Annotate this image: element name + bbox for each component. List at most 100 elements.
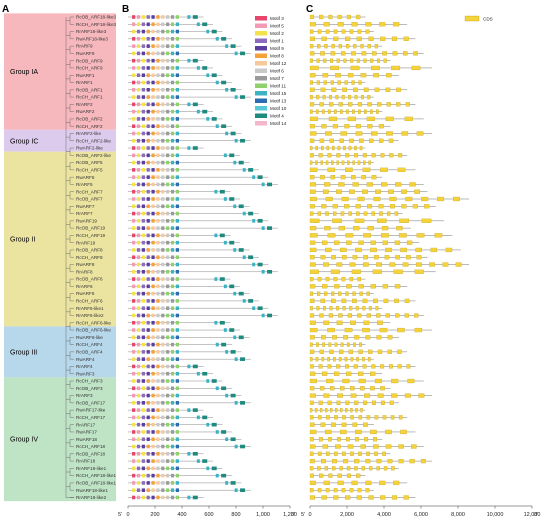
cds-exon xyxy=(389,400,394,405)
cds-exon xyxy=(320,255,326,260)
motif-box xyxy=(151,401,155,405)
cds-exon xyxy=(357,29,362,34)
cds-exon xyxy=(362,298,368,304)
axis-b-left-end: 5' xyxy=(118,512,122,518)
cds-exon xyxy=(309,29,314,34)
motif-box xyxy=(233,291,237,296)
motif-box xyxy=(166,255,170,260)
cds-exon xyxy=(400,429,407,435)
motif-box xyxy=(206,466,210,471)
cds-exon xyxy=(341,196,349,202)
motif-box xyxy=(161,153,165,158)
motif-box xyxy=(136,146,141,150)
motif-box xyxy=(215,124,219,128)
motif-box xyxy=(206,422,210,427)
motif-box xyxy=(170,408,175,412)
cds-exon xyxy=(356,36,362,41)
cds-exon xyxy=(334,415,338,420)
cds-exon xyxy=(340,131,348,136)
motif-box xyxy=(175,197,179,201)
motif-box xyxy=(151,160,155,165)
cds-exon xyxy=(320,160,323,165)
motif-box xyxy=(151,211,155,216)
motif-box xyxy=(161,415,165,420)
cds-exon xyxy=(350,408,353,413)
motif-box xyxy=(141,401,145,405)
motif-box xyxy=(132,226,136,230)
motif-box xyxy=(136,197,141,201)
cds-exon xyxy=(361,466,366,471)
motif-box xyxy=(146,175,150,179)
motif-box xyxy=(170,284,175,289)
motif-box xyxy=(156,124,160,128)
cds-exon xyxy=(434,233,443,238)
axis-b-tick-label: 1,000 xyxy=(256,512,270,518)
motif-box xyxy=(240,95,246,99)
motif-box xyxy=(156,466,160,471)
cds-exon xyxy=(328,116,338,122)
gene-label: RrARF18-like3 xyxy=(76,29,107,34)
cds-exon xyxy=(321,458,326,464)
cds-exon xyxy=(352,298,357,304)
cds-exon xyxy=(324,466,329,471)
motif-box xyxy=(166,415,170,420)
motif-box xyxy=(151,473,155,478)
cds-exon xyxy=(350,65,360,71)
motif-box xyxy=(175,335,179,340)
motif-box xyxy=(156,408,160,412)
cds-exon xyxy=(309,306,313,311)
motif-box xyxy=(261,182,265,187)
motif-box xyxy=(211,379,217,383)
motif-box xyxy=(141,444,145,449)
motif-box xyxy=(202,66,208,70)
motif-box xyxy=(240,401,246,405)
motif-box xyxy=(136,422,141,427)
motif-box xyxy=(146,37,150,41)
motif-box xyxy=(136,22,141,27)
motif-box xyxy=(156,138,160,143)
cds-exon xyxy=(358,284,364,289)
motif-box xyxy=(161,335,165,340)
motif-box xyxy=(151,197,155,201)
motif-box xyxy=(146,240,150,245)
motif-box xyxy=(151,452,155,456)
motif-box xyxy=(230,437,236,442)
motif-box xyxy=(166,350,170,354)
motif-box xyxy=(240,138,246,143)
cds-exon xyxy=(335,73,341,78)
cds-exon xyxy=(325,160,329,165)
cds-exon xyxy=(309,211,314,216)
cds-exon xyxy=(387,335,393,340)
axis-c-tick-label: 12,000 xyxy=(524,512,541,518)
motif-box xyxy=(136,73,141,78)
motif-box xyxy=(146,88,150,92)
cds-exon xyxy=(359,145,363,151)
group-box xyxy=(4,13,116,130)
motif-box xyxy=(166,328,170,332)
motif-box xyxy=(146,408,150,412)
motif-box xyxy=(161,299,165,303)
motif-box xyxy=(206,29,210,34)
motif-box xyxy=(257,262,263,267)
cds-exon xyxy=(317,488,322,493)
cds-exon xyxy=(339,138,344,143)
motif-box xyxy=(151,138,155,143)
cds-exon xyxy=(353,87,358,92)
motif-box xyxy=(219,189,225,194)
cds-exon xyxy=(398,233,407,238)
motif-box xyxy=(161,73,165,78)
cds-exon xyxy=(382,415,387,420)
cds-exon xyxy=(326,378,334,384)
motif-box xyxy=(156,240,160,245)
cds-exon xyxy=(358,371,364,376)
cds-exon xyxy=(309,87,315,92)
cds-exon xyxy=(329,138,334,143)
motif-legend-swatch xyxy=(255,106,267,111)
motif-box xyxy=(196,415,200,420)
cds-exon xyxy=(320,51,325,56)
group-label: Group IV xyxy=(10,437,38,444)
cds-exon xyxy=(373,255,379,260)
motif-box xyxy=(170,219,175,223)
cds-exon xyxy=(323,320,330,325)
cds-exon xyxy=(323,80,327,85)
